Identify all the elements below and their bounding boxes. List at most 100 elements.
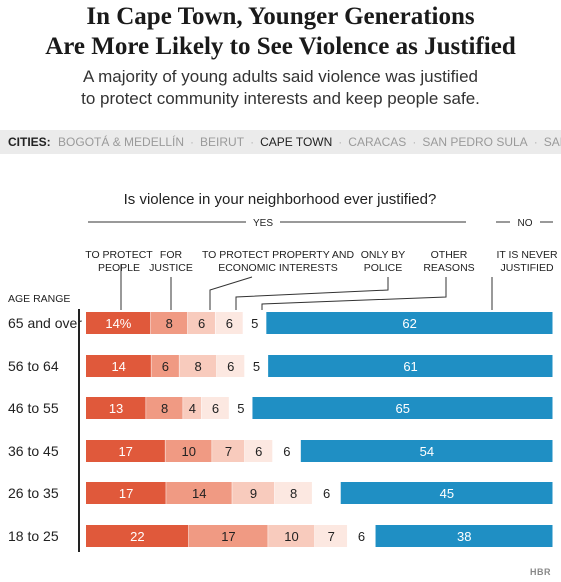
data-label-46-to-55-only-by-police: 6 bbox=[212, 401, 219, 416]
bar-segment-65-and-over-it-is-never-justified bbox=[266, 312, 553, 334]
category-label-56-to-64: 56 to 64 bbox=[8, 358, 59, 374]
legend-label-to-protect-people-line-1: TO PROTECT bbox=[85, 249, 153, 261]
data-label-56-to-64-it-is-never-justified: 61 bbox=[403, 359, 417, 374]
data-label-56-to-64-other-reasons: 5 bbox=[253, 359, 260, 374]
data-label-56-to-64-to-protect-property-and-economic-interests: 8 bbox=[194, 359, 201, 374]
category-label-36-to-45: 36 to 45 bbox=[8, 443, 59, 459]
city-separator: · bbox=[338, 135, 343, 149]
subtitle-line-1: A majority of young adults said violence… bbox=[83, 67, 478, 86]
data-label-65-and-over-it-is-never-justified: 62 bbox=[402, 316, 416, 331]
data-label-26-to-35-to-protect-property-and-economic-interests: 9 bbox=[250, 486, 257, 501]
bar-segment-65-and-over-other-reasons bbox=[243, 312, 266, 334]
bar-segment-65-and-over-only-by-police bbox=[215, 312, 243, 334]
legend-label-it-is-never-justified-line-1: IT IS NEVER bbox=[496, 249, 557, 261]
bar-segment-65-and-over-to-protect-property-and-economic-interests bbox=[187, 312, 215, 334]
legend-label-only-by-police-line-1: ONLY BY bbox=[361, 249, 406, 261]
bar-segment-56-to-64-only-by-police bbox=[216, 355, 245, 377]
leader-line-only-by-police bbox=[235, 277, 389, 310]
data-label-46-to-55-to-protect-property-and-economic-interests: 4 bbox=[189, 401, 196, 416]
data-label-36-to-45-for-justice: 10 bbox=[182, 444, 196, 459]
data-label-36-to-45-to-protect-property-and-economic-interests: 7 bbox=[225, 444, 232, 459]
bar-segment-46-to-55-to-protect-property-and-economic-interests bbox=[183, 397, 202, 419]
data-label-26-to-35-to-protect-people: 17 bbox=[119, 486, 133, 501]
data-label-18-to-25-it-is-never-justified: 38 bbox=[457, 529, 471, 544]
bar-segment-26-to-35-only-by-police bbox=[274, 482, 312, 504]
bar-segment-26-to-35-other-reasons bbox=[312, 482, 341, 504]
data-label-36-to-45-other-reasons: 6 bbox=[283, 444, 290, 459]
data-label-56-to-64-for-justice: 6 bbox=[162, 359, 169, 374]
data-label-65-and-over-for-justice: 8 bbox=[166, 316, 173, 331]
data-label-56-to-64-only-by-police: 6 bbox=[227, 359, 234, 374]
category-label-26-to-35: 26 to 35 bbox=[8, 485, 59, 501]
data-label-56-to-64-to-protect-people: 14 bbox=[111, 359, 125, 374]
legend-label-for-justice-line-2: JUSTICE bbox=[149, 262, 193, 274]
bar-segment-65-and-over-for-justice bbox=[150, 312, 188, 334]
title-line-1: In Cape Town, Younger Generations bbox=[86, 3, 475, 30]
bar-segment-26-to-35-it-is-never-justified bbox=[340, 482, 553, 504]
data-label-65-and-over-other-reasons: 5 bbox=[251, 316, 258, 331]
bar-segment-18-to-25-other-reasons bbox=[347, 525, 376, 547]
bar-segment-26-to-35-to-protect-property-and-economic-interests bbox=[232, 482, 275, 504]
bar-segment-18-to-25-to-protect-property-and-economic-interests bbox=[268, 525, 315, 547]
no-group-label: NO bbox=[518, 218, 533, 229]
chart-title: In Cape Town, Younger Generations Are Mo… bbox=[0, 2, 561, 62]
data-label-65-and-over-to-protect-people: 14% bbox=[105, 316, 131, 331]
hbr-logo: HBR bbox=[530, 567, 551, 577]
age-range-axis-label: AGE RANGE bbox=[8, 293, 70, 305]
data-label-65-and-over-only-by-police: 6 bbox=[226, 316, 233, 331]
data-label-26-to-35-for-justice: 14 bbox=[192, 486, 206, 501]
chart-question-title: Is violence in your neighborhood ever ju… bbox=[124, 191, 437, 208]
bar-segment-46-to-55-to-protect-people bbox=[86, 397, 146, 419]
bar-segment-36-to-45-to-protect-people bbox=[86, 440, 165, 462]
bar-segment-36-to-45-it-is-never-justified bbox=[300, 440, 553, 462]
bar-segment-18-to-25-to-protect-people bbox=[86, 525, 189, 547]
chart-subtitle: A majority of young adults said violence… bbox=[0, 66, 561, 110]
city-separator: · bbox=[250, 135, 255, 149]
data-label-36-to-45-only-by-police: 6 bbox=[255, 444, 262, 459]
city-selector-bar: CITIES: BOGOTÁ & MEDELLÍN · BEIRUT · CAPE TO… bbox=[0, 130, 561, 154]
legend-label-to-protect-property-and-economic-interests-line-2: ECONOMIC INTERESTS bbox=[218, 262, 338, 274]
city-tab-caracas[interactable]: CARACAS bbox=[348, 135, 407, 149]
bar-segment-56-to-64-it-is-never-justified bbox=[268, 355, 553, 377]
bar-segment-56-to-64-for-justice bbox=[151, 355, 179, 377]
bar-segment-56-to-64-to-protect-people bbox=[86, 355, 151, 377]
bar-segment-36-to-45-to-protect-property-and-economic-interests bbox=[212, 440, 245, 462]
bar-segment-36-to-45-only-by-police bbox=[244, 440, 273, 462]
data-label-46-to-55-other-reasons: 5 bbox=[237, 401, 244, 416]
city-separator: · bbox=[412, 135, 417, 149]
city-tab-san-pedro-sula[interactable]: SAN PEDRO SULA bbox=[422, 135, 528, 149]
data-label-26-to-35-it-is-never-justified: 45 bbox=[440, 486, 454, 501]
title-line-2: Are More Likely to See Violence as Justi… bbox=[45, 33, 516, 60]
city-tab-beirut[interactable]: BEIRUT bbox=[200, 135, 245, 149]
city-tab-cape-town[interactable]: CAPE TOWN bbox=[260, 135, 333, 149]
data-label-26-to-35-other-reasons: 6 bbox=[323, 486, 330, 501]
legend-label-to-protect-people-line-2: PEOPLE bbox=[98, 262, 140, 274]
bar-segment-46-to-55-other-reasons bbox=[229, 397, 252, 419]
bar-segment-46-to-55-it-is-never-justified bbox=[252, 397, 553, 419]
category-label-46-to-55: 46 to 55 bbox=[8, 400, 59, 416]
bar-segment-56-to-64-other-reasons bbox=[244, 355, 268, 377]
bar-segment-36-to-45-for-justice bbox=[165, 440, 212, 462]
data-label-26-to-35-only-by-police: 8 bbox=[290, 486, 297, 501]
legend-label-for-justice-line-1: FOR bbox=[160, 249, 183, 261]
data-label-36-to-45-it-is-never-justified: 54 bbox=[420, 444, 434, 459]
legend-label-only-by-police-line-2: POLICE bbox=[364, 262, 403, 274]
legend-label-it-is-never-justified-line-2: JUSTIFIED bbox=[500, 262, 554, 274]
data-label-18-to-25-to-protect-property-and-economic-interests: 10 bbox=[284, 529, 298, 544]
data-label-18-to-25-other-reasons: 6 bbox=[358, 529, 365, 544]
city-separator: · bbox=[533, 135, 538, 149]
data-label-46-to-55-it-is-never-justified: 65 bbox=[395, 401, 409, 416]
legend-label-to-protect-property-and-economic-interests-line-1: TO PROTECT PROPERTY AND bbox=[202, 249, 355, 261]
data-label-46-to-55-for-justice: 8 bbox=[161, 401, 168, 416]
data-label-18-to-25-for-justice: 17 bbox=[221, 529, 235, 544]
city-tab-bogot-medell-n[interactable]: BOGOTÁ & MEDELLÍN bbox=[58, 135, 185, 149]
city-tab-san-salvador[interactable]: SAN SALVADOR bbox=[543, 135, 561, 149]
bar-segment-18-to-25-it-is-never-justified bbox=[375, 525, 553, 547]
bar-segment-36-to-45-other-reasons bbox=[272, 440, 301, 462]
city-separator: · bbox=[190, 135, 195, 149]
bar-segment-56-to-64-to-protect-property-and-economic-interests bbox=[179, 355, 217, 377]
leader-line-to-protect-property-and-economic-interests bbox=[209, 276, 253, 310]
bar-segment-18-to-25-only-by-police bbox=[314, 525, 348, 547]
data-label-65-and-over-to-protect-property-and-economic-interests: 6 bbox=[198, 316, 205, 331]
